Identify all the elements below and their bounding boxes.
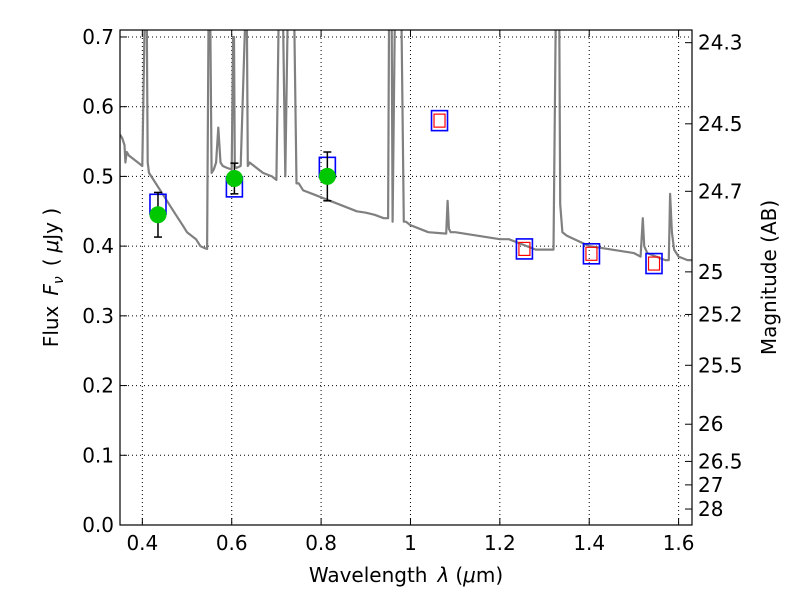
- y-tick-label: 0.4: [82, 234, 114, 258]
- x-tick-label: 0.8: [305, 531, 337, 555]
- y-axis-label: FluxFν(μJy ): [39, 208, 67, 347]
- model-photometry-inner-box: [433, 113, 446, 128]
- x-tick-label: 1.4: [573, 531, 605, 555]
- y2-tick-label: 25: [698, 260, 723, 284]
- plot-frame: [119, 29, 693, 526]
- y-tick-label: 0.6: [82, 95, 114, 119]
- grid: [120, 30, 692, 526]
- y-tick-label: 0.5: [82, 164, 114, 188]
- model-photometry-inner-box: [647, 256, 661, 271]
- model-photometry-box: [645, 252, 663, 275]
- y2-tick-label: 26: [698, 412, 723, 436]
- x-tick-label: 1.2: [484, 531, 516, 555]
- x-tick-label: 0.6: [216, 531, 248, 555]
- x-tick-label: 0.4: [126, 531, 158, 555]
- axes: 0.4 0.6 0.8 1 1.2 1.4 1.6 0.0 0.1 0.2 0.3 0.4 0.5 0.6…: [82, 25, 742, 555]
- y-tick-label: 0.7: [82, 25, 114, 49]
- observed-point: [225, 170, 243, 187]
- y2-tick-label: 25.5: [698, 353, 743, 377]
- y-tick-label: 0.0: [82, 513, 114, 537]
- y2-tick-label: 27: [698, 473, 723, 497]
- x-tick-label: 1: [404, 531, 417, 555]
- model-photometry-box: [582, 242, 601, 265]
- y2-axis-label: Magnitude (AB): [757, 200, 781, 355]
- y2-tick-label: 28: [698, 497, 723, 521]
- model-photometry-inner-box: [518, 241, 531, 257]
- y2-tick-label: 25.2: [698, 302, 743, 326]
- y2-tick-label: 24.3: [698, 31, 743, 55]
- y-tick-label: 0.2: [82, 374, 114, 398]
- y-tick-label: 0.1: [82, 443, 114, 467]
- x-axis-label: Wavelength λ (μm): [309, 563, 503, 587]
- model-photometry-box: [430, 109, 449, 132]
- y2-tick-label: 24.7: [698, 179, 743, 203]
- x-tick-label: 1.6: [663, 531, 695, 555]
- y2-tick-label: 26.5: [698, 449, 743, 473]
- observed-point: [318, 167, 336, 185]
- model-sed-line: [120, 30, 692, 262]
- y-tick-label: 0.3: [82, 304, 114, 328]
- model-photometry-inner-box: [585, 246, 598, 261]
- y2-tick-label: 24.5: [698, 112, 743, 136]
- series-layer: [120, 30, 692, 275]
- model-photometry-box: [515, 238, 534, 260]
- observed-point: [149, 206, 167, 224]
